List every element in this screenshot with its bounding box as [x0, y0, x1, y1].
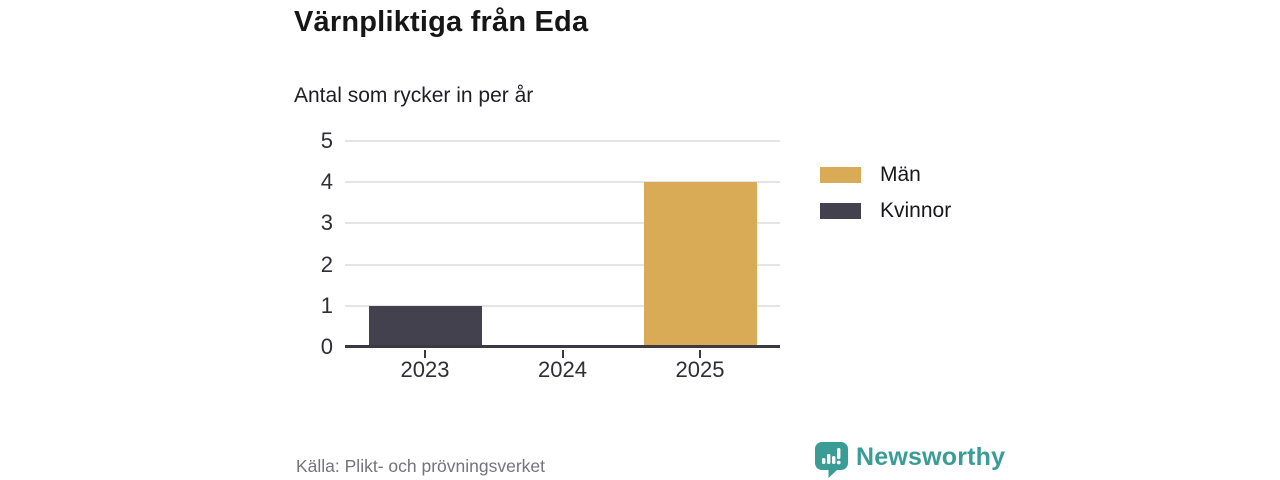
gridline [345, 222, 780, 225]
x-axis-tick-label: 2025 [675, 357, 725, 382]
brand-name: Newsworthy [856, 443, 1006, 471]
x-axis-tick-label: 2024 [538, 357, 587, 382]
legend-label: Kvinnor [880, 199, 952, 222]
y-axis-tick-label: 1 [320, 292, 333, 318]
legend-swatch [820, 203, 861, 219]
source-note: Källa: Plikt- och prövningsverket [296, 456, 545, 476]
y-axis-tick-label: 2 [320, 251, 333, 277]
legend-label: Män [880, 163, 921, 186]
legend-item-kvinnor: Kvinnor [820, 199, 951, 223]
y-axis-tick-label: 0 [320, 334, 333, 359]
x-axis-tick [561, 350, 564, 358]
gridline [345, 304, 780, 307]
bar-2023-kvinnor [368, 305, 482, 347]
x-axis-line [345, 345, 780, 348]
legend-swatch [820, 167, 861, 183]
chart-subtitle: Antal som rycker in per år [294, 84, 534, 107]
brand-logo: Newsworthy [814, 441, 1005, 478]
gridline [345, 140, 780, 142]
gridline [345, 181, 780, 184]
y-axis-tick-label: 3 [320, 210, 333, 236]
chart-title: Värnpliktiga från Eda [294, 6, 589, 38]
x-axis-tick [699, 350, 701, 358]
legend: Män Kvinnor [820, 163, 951, 235]
y-axis-tick-label: 5 [320, 128, 333, 153]
x-axis-tick [424, 350, 426, 358]
legend-item-män: Män [820, 163, 951, 187]
bar-2025-män [643, 182, 757, 347]
plot-area: 0 1 2 3 4 5 2023 2024 2025 [321, 128, 780, 382]
y-axis-tick-label: 4 [320, 169, 333, 195]
x-axis-tick-label: 2023 [400, 357, 450, 382]
gridline [345, 263, 780, 266]
newsworthy-icon [815, 442, 848, 478]
